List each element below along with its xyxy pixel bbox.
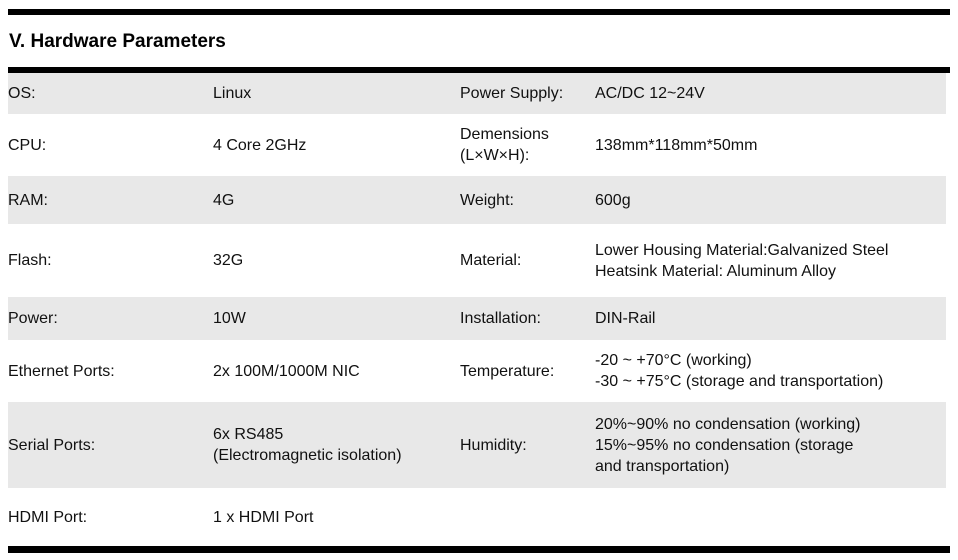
param-value: 32G xyxy=(213,252,244,269)
table-row-serial: Serial Ports: 6x RS485 (Electromagnetic … xyxy=(8,402,946,488)
param-label: Weight: xyxy=(460,191,514,209)
param-value: 600g xyxy=(595,191,631,209)
param-label: Material: xyxy=(460,252,522,269)
param-label: Temperature: xyxy=(460,362,555,380)
param-value: DIN-Rail xyxy=(595,310,656,327)
param-label: Demensions (L×W×H): xyxy=(460,126,549,164)
param-value xyxy=(595,515,946,519)
param-label xyxy=(460,515,595,519)
param-label: CPU: xyxy=(8,136,47,154)
table-row-os: OS: Linux Power Supply: AC/DC 12~24V xyxy=(8,73,946,114)
param-value: 4 Core 2GHz xyxy=(213,136,307,154)
param-value: 138mm*118mm*50mm xyxy=(595,136,758,154)
param-label: Serial Ports: xyxy=(8,436,96,454)
hardware-parameters-table: OS: Linux Power Supply: AC/DC 12~24V CPU… xyxy=(8,73,946,546)
param-label: Power: xyxy=(8,310,58,327)
table-row-ethernet: Ethernet Ports: 2x 100M/1000M NIC Temper… xyxy=(8,340,946,402)
param-label: Power Supply: xyxy=(460,85,564,102)
param-value: 1 x HDMI Port xyxy=(213,508,314,526)
param-label: HDMI Port: xyxy=(8,508,88,526)
param-label: Humidity: xyxy=(460,436,527,454)
param-value: Lower Housing Material:Galvanized Steel … xyxy=(595,241,889,280)
param-label: OS: xyxy=(8,85,36,102)
param-value: AC/DC 12~24V xyxy=(595,85,705,102)
table-row-flash: Flash: 32G Material: Lower Housing Mater… xyxy=(8,224,946,297)
param-label: Installation: xyxy=(460,310,541,327)
table-row-power: Power: 10W Installation: DIN-Rail xyxy=(8,297,946,340)
param-value: 6x RS485 (Electromagnetic isolation) xyxy=(213,426,402,464)
param-label: Flash: xyxy=(8,252,52,269)
table-row-cpu: CPU: 4 Core 2GHz Demensions (L×W×H): 138… xyxy=(8,114,946,176)
table-row-ram: RAM: 4G Weight: 600g xyxy=(8,176,946,224)
header-rule xyxy=(8,67,950,73)
param-value: Linux xyxy=(213,85,252,102)
param-value: 20%~90% no condensation (working) 15%~95… xyxy=(595,415,861,475)
param-value: -20 ~ +70°C (working) -30 ~ +75°C (stora… xyxy=(595,352,884,390)
hardware-parameters-document: V. Hardware Parameters OS: Linux Power S… xyxy=(0,9,958,560)
param-label: Ethernet Ports: xyxy=(8,362,115,380)
bottom-rule xyxy=(8,546,950,553)
param-value: 2x 100M/1000M NIC xyxy=(213,362,360,380)
section-heading: V. Hardware Parameters xyxy=(9,31,226,52)
top-rule xyxy=(8,9,950,15)
table-row-hdmi: HDMI Port: 1 x HDMI Port xyxy=(8,488,946,546)
param-value: 10W xyxy=(213,310,246,327)
param-label: RAM: xyxy=(8,191,48,209)
param-value: 4G xyxy=(213,191,235,209)
